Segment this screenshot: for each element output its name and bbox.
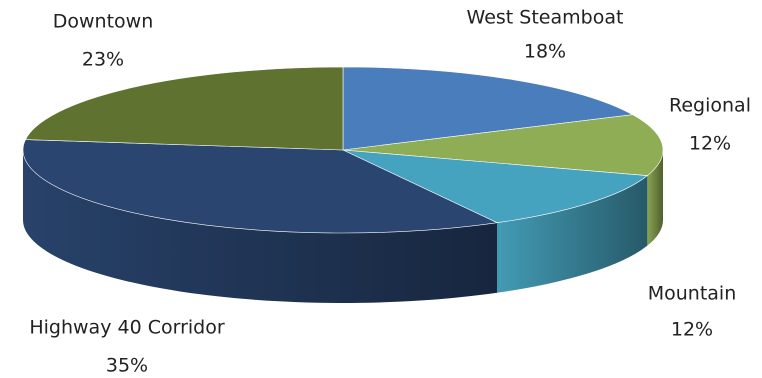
pie-side-regional [647, 150, 663, 246]
pie-slice-downtown [25, 66, 344, 151]
label-west-steamboat: West Steamboat [467, 7, 624, 29]
pie-slice-west-steamboat [342, 66, 634, 151]
value-downtown: 23% [82, 49, 124, 71]
value-highway-40-corridor: 35% [106, 355, 148, 377]
label-downtown: Downtown [53, 11, 154, 33]
label-highway-40-corridor: Highway 40 Corridor [29, 317, 224, 339]
pie-slice-highway-40-corridor [22, 139, 499, 234]
value-mountain: 12% [671, 319, 713, 341]
value-regional: 12% [689, 133, 731, 155]
label-mountain: Mountain [648, 283, 737, 305]
pie-side-mountain [497, 175, 648, 293]
value-west-steamboat: 18% [524, 41, 566, 63]
pie-slice-mountain [342, 149, 649, 224]
label-regional: Regional [669, 95, 751, 117]
pie-slice-regional [342, 114, 664, 176]
pie-side-highway-40-corridor [23, 150, 498, 303]
